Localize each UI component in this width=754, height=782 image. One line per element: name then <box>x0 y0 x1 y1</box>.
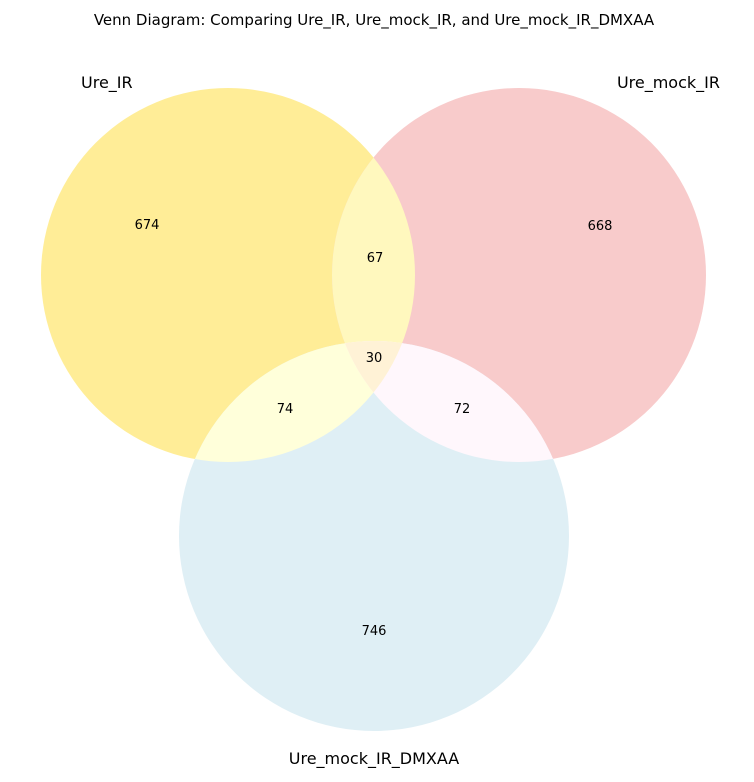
count-ure-ir-and-ure-mock-ir: 67 <box>367 251 384 266</box>
count-ure-mock-ir-dmxaa-only: 746 <box>362 624 387 639</box>
diagram-title: Venn Diagram: Comparing Ure_IR, Ure_mock… <box>94 11 655 30</box>
set-label-ure-mock-ir: Ure_mock_IR <box>617 73 720 93</box>
count-ure-mock-ir-and-dmxaa: 72 <box>454 402 471 417</box>
region-ac-overlap <box>179 341 415 462</box>
count-all-three: 30 <box>366 351 383 366</box>
count-ure-ir-only: 674 <box>135 218 160 233</box>
count-ure-ir-and-dmxaa: 74 <box>277 402 294 417</box>
region-bc-overlap <box>332 341 569 462</box>
set-label-ure-ir: Ure_IR <box>81 73 133 93</box>
set-label-ure-mock-ir-dmxaa: Ure_mock_IR_DMXAA <box>289 749 460 769</box>
count-ure-mock-ir-only: 668 <box>588 219 613 234</box>
